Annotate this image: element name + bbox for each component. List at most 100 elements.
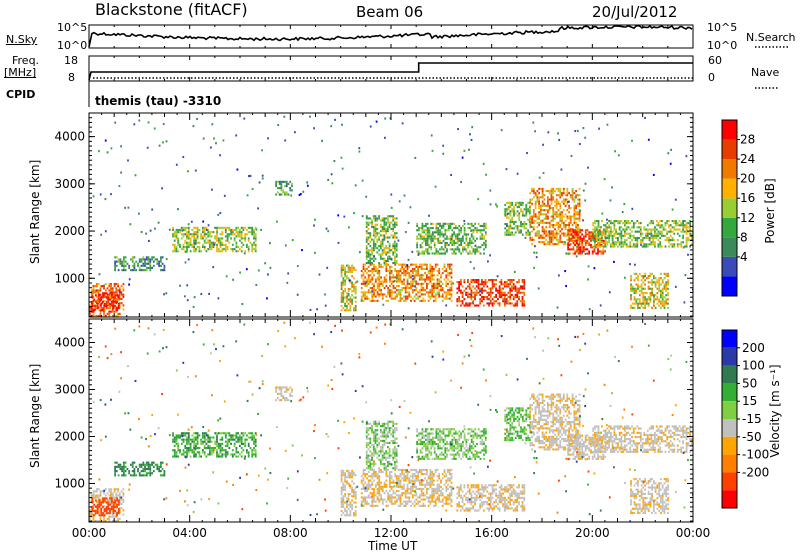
velocity-cell [91, 510, 94, 513]
power-cell [399, 293, 402, 296]
power-cell [465, 250, 468, 253]
velocity-cell [126, 468, 129, 471]
power-cell [353, 212, 355, 215]
power-cell [426, 278, 428, 281]
power-cell [103, 292, 106, 295]
power-cell [399, 280, 402, 283]
power-cell [668, 237, 670, 240]
power-cell [477, 229, 480, 232]
power-cell [361, 215, 364, 218]
power-cell [550, 192, 553, 195]
power-cell [223, 194, 226, 197]
power-cell [532, 187, 535, 190]
velocity-cell [369, 496, 372, 499]
power-cell [504, 298, 506, 301]
power-cell [568, 230, 570, 233]
power-cell [640, 243, 642, 246]
power-cell [383, 221, 386, 224]
power-cell [395, 221, 398, 224]
velocity-cell [120, 507, 123, 510]
power-cell [654, 285, 657, 288]
power-cell [566, 209, 569, 212]
power-cell [482, 296, 485, 299]
velocity-cell [216, 438, 218, 441]
power-cell [489, 203, 492, 206]
power-cell [477, 283, 480, 286]
velocity-cell [187, 438, 190, 441]
power-cell [280, 187, 283, 190]
power-cell [572, 239, 575, 242]
velocity-cell [399, 473, 402, 476]
power-cell [104, 139, 107, 142]
power-cell [447, 224, 450, 227]
power-cell [378, 282, 381, 285]
power-cell [392, 219, 395, 222]
power-cell [624, 230, 626, 233]
power-cell [476, 248, 478, 251]
power-cell [534, 219, 537, 222]
power-cell [608, 291, 611, 294]
power-cell [463, 246, 466, 249]
velocity-cell [209, 451, 211, 454]
power-cell [440, 284, 442, 287]
power-cell [371, 219, 373, 222]
power-cell [569, 217, 572, 220]
power-cell [196, 226, 199, 229]
power-cell [439, 248, 441, 251]
power-cell [446, 235, 448, 238]
power-cell [255, 228, 258, 231]
power-cell [372, 232, 375, 235]
power-cell [680, 224, 683, 227]
velocity-cell [344, 484, 346, 487]
power-cell [538, 207, 540, 210]
velocity-cell [96, 512, 99, 515]
power-cell [425, 222, 427, 225]
velocity-cell [247, 442, 250, 445]
power-cell [636, 241, 639, 244]
power-cell [285, 185, 288, 188]
power-cell [617, 232, 619, 235]
power-cell [594, 230, 596, 233]
velocity-cell [346, 514, 348, 517]
power-cell [646, 228, 649, 231]
power-cell [660, 300, 662, 303]
velocity-cell [397, 481, 400, 484]
velocity-cell [280, 392, 283, 395]
power-cell [394, 270, 397, 273]
velocity-cell [399, 496, 402, 499]
power-cell [388, 251, 391, 254]
power-cell [369, 299, 372, 302]
power-cell [449, 235, 452, 238]
power-cell [417, 265, 419, 268]
velocity-cell [209, 447, 211, 450]
power-cell [518, 287, 520, 290]
velocity-cell [353, 493, 355, 496]
power-cell [440, 274, 442, 277]
power-cell [373, 289, 375, 292]
power-cell [509, 289, 512, 292]
power-cell [564, 224, 567, 227]
velocity-cell [280, 386, 283, 389]
power-cell [571, 187, 574, 190]
power-cell [555, 243, 558, 246]
power-cell [638, 302, 641, 305]
power-cell [476, 231, 478, 234]
power-cell [431, 289, 434, 292]
velocity-cell [399, 502, 402, 505]
power-cell [147, 256, 150, 259]
power-cell [118, 304, 121, 307]
power-cell [427, 282, 430, 285]
power-cell [579, 250, 582, 253]
power-cell [513, 233, 515, 236]
power-cell [460, 279, 462, 282]
power-cell [518, 279, 520, 282]
power-cell [433, 235, 436, 238]
power-cell [663, 277, 666, 280]
power-cell [573, 234, 576, 237]
power-cell [425, 229, 427, 232]
power-cell [483, 244, 485, 247]
velocity-cell [114, 472, 116, 475]
power-cell [664, 222, 667, 225]
power-cell [658, 289, 661, 292]
power-cell [486, 285, 489, 288]
